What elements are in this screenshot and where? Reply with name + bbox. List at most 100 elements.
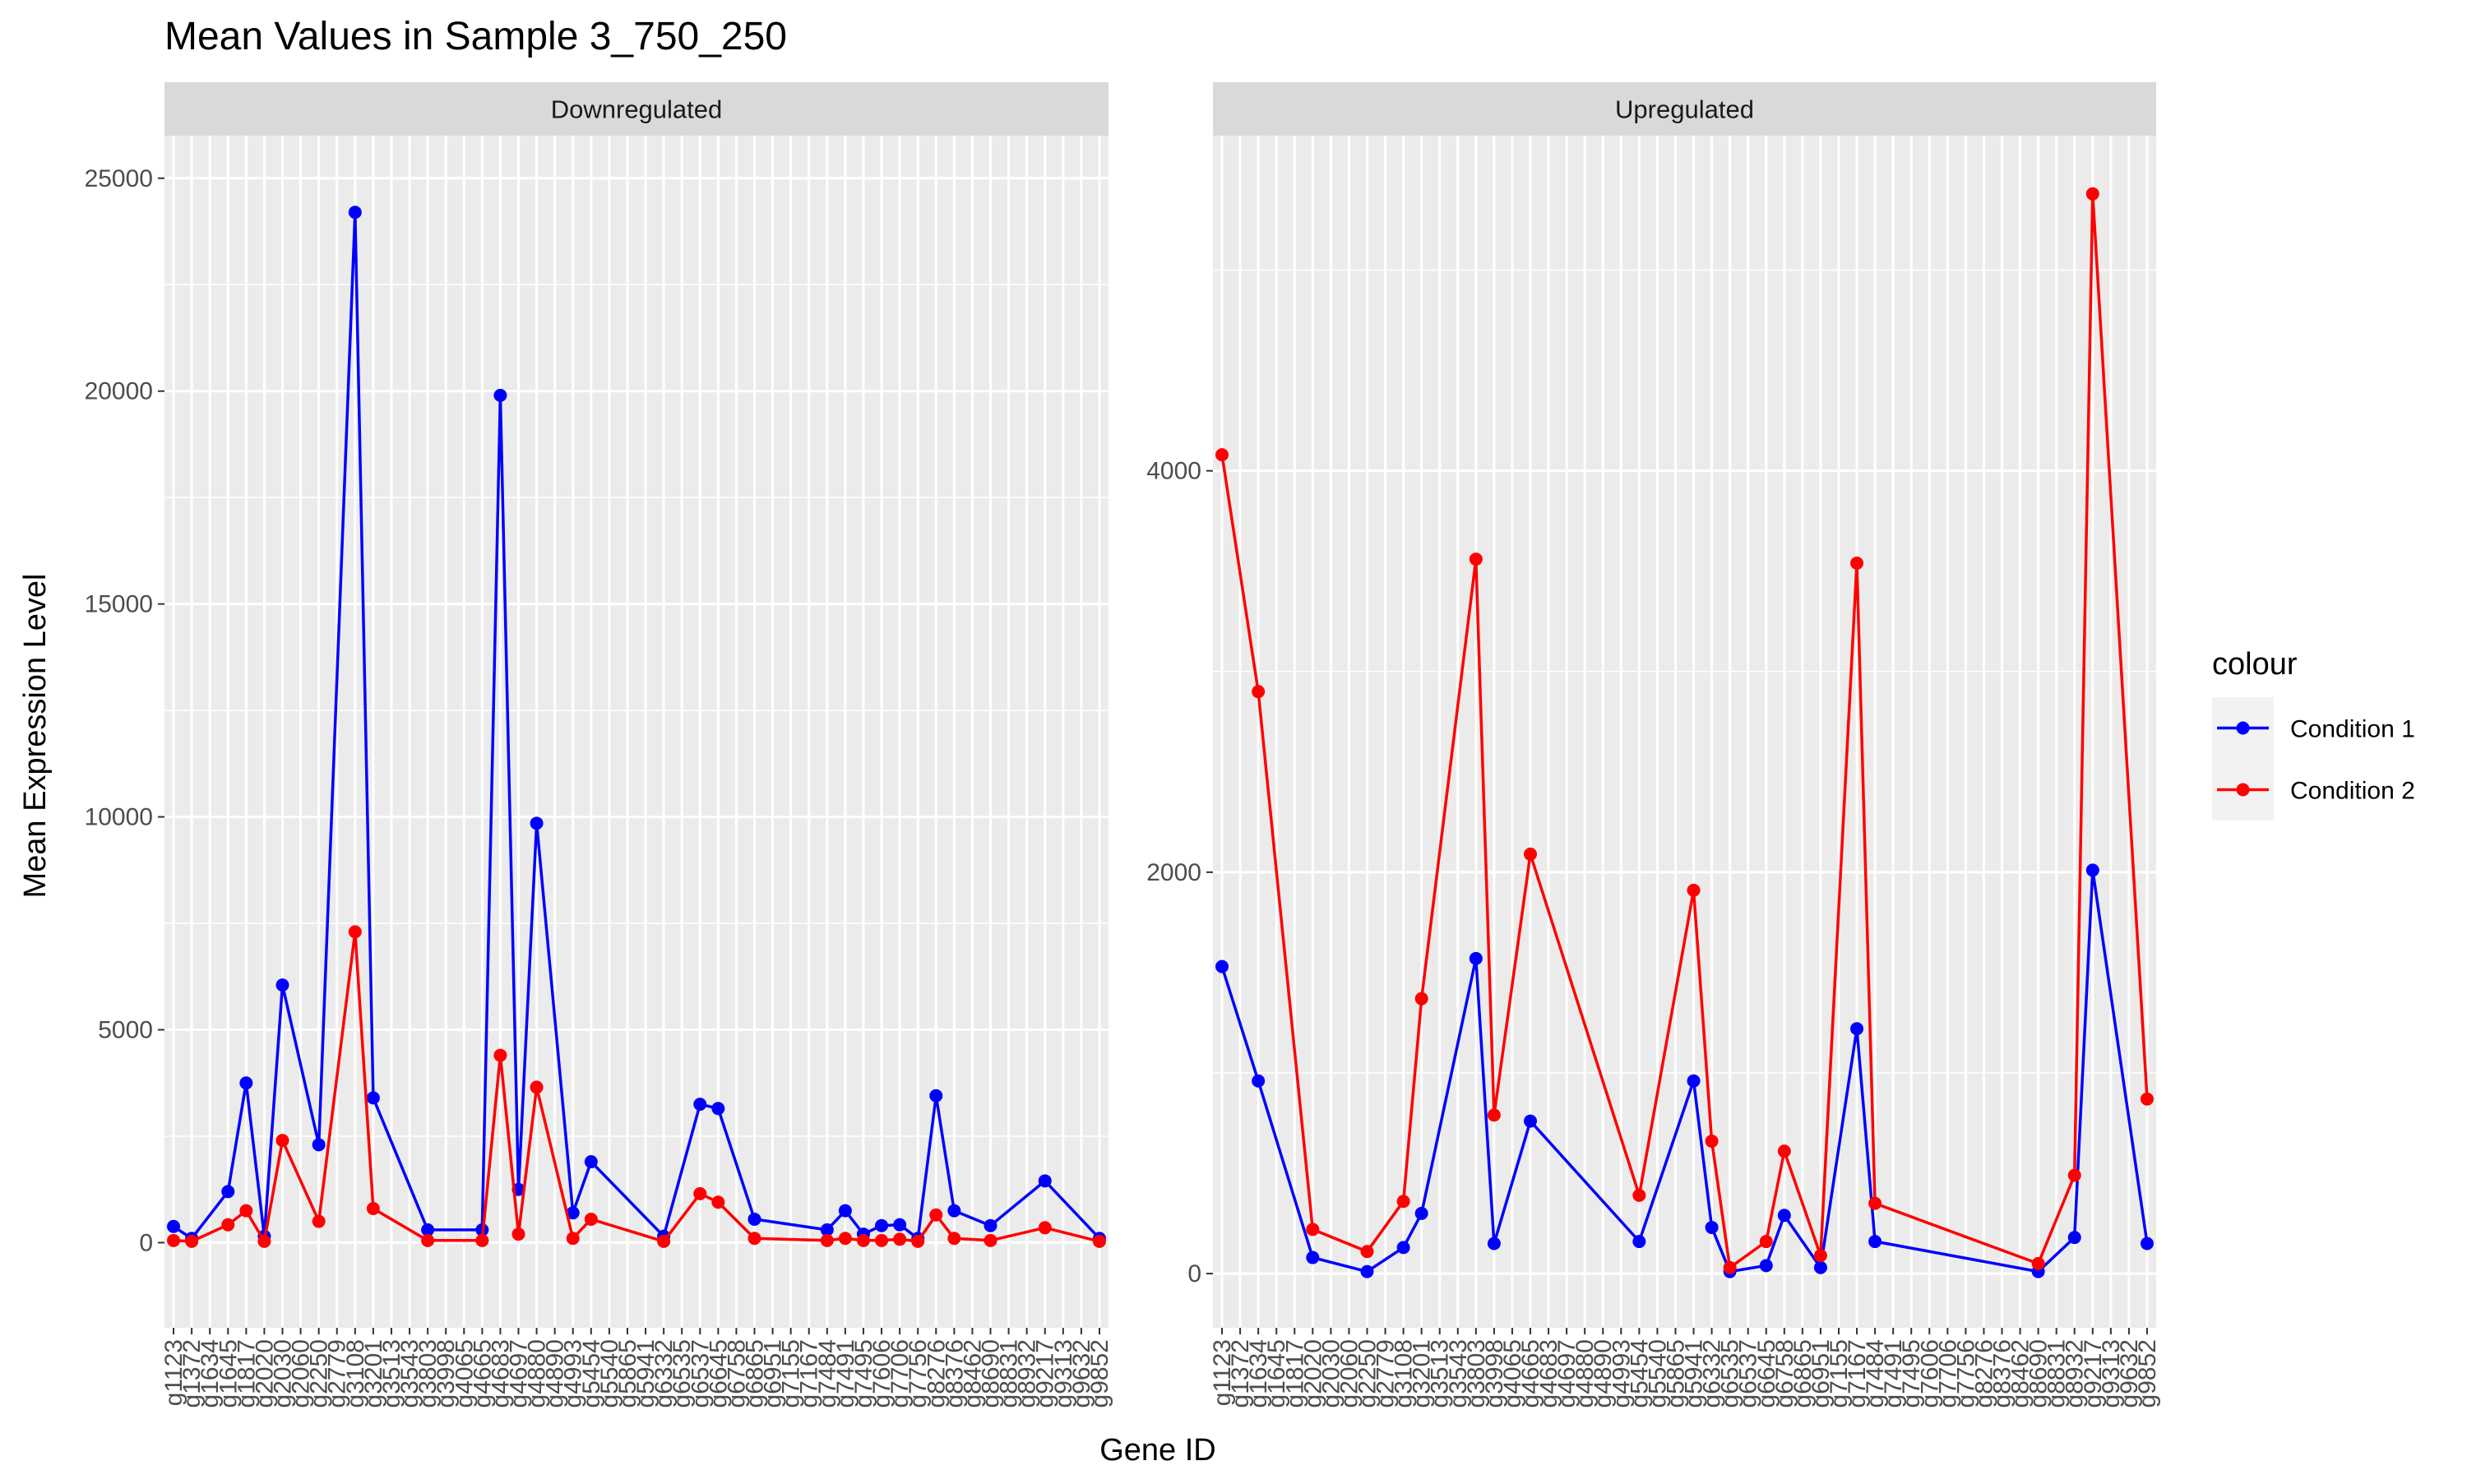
x-tick-label: g8831 xyxy=(996,1339,1023,1408)
data-point xyxy=(1524,1114,1538,1128)
x-axis-title: Gene ID xyxy=(1099,1433,1216,1468)
legend-title: colour xyxy=(2212,647,2298,682)
x-tick-label: g4993 xyxy=(1608,1339,1635,1408)
y-tick-label: 4000 xyxy=(1146,458,1201,485)
series-condition-2 xyxy=(1215,187,2154,1274)
data-point xyxy=(1360,1264,1374,1278)
x-tick-label: g6865 xyxy=(742,1339,769,1408)
data-point xyxy=(1469,552,1483,566)
x-tick-label: g4065 xyxy=(451,1339,478,1408)
x-tick-label: g1645 xyxy=(1263,1339,1290,1408)
data-point xyxy=(693,1186,707,1200)
data-point xyxy=(239,1076,253,1090)
x-tick-label: g8462 xyxy=(2007,1339,2034,1408)
data-point xyxy=(275,1134,289,1148)
x-tick-label: g2060 xyxy=(288,1339,315,1408)
x-tick-label: g6758 xyxy=(723,1339,750,1408)
x-tick-label: g8932 xyxy=(2062,1339,2089,1408)
x-tick-label: g3998 xyxy=(433,1339,460,1408)
data-point xyxy=(2140,1237,2154,1251)
legend-item: Condition 2 xyxy=(2212,759,2415,821)
data-point xyxy=(1252,685,1266,699)
data-point xyxy=(1868,1235,1882,1249)
y-tick-label: 5000 xyxy=(98,1017,153,1044)
data-point xyxy=(929,1208,943,1222)
x-tick-label: g7606 xyxy=(1916,1339,1943,1408)
x-tick-label: g3543 xyxy=(1445,1339,1472,1408)
data-point xyxy=(421,1223,435,1237)
chart-title: Mean Values in Sample 3_750_250 xyxy=(164,15,787,58)
data-point xyxy=(1215,959,1229,973)
x-tick-label: g4890 xyxy=(1590,1339,1617,1408)
data-point xyxy=(947,1232,961,1246)
data-point xyxy=(1215,448,1229,462)
series-condition-2 xyxy=(167,925,1106,1248)
x-tick-label: g9217 xyxy=(2080,1339,2107,1408)
data-point xyxy=(657,1234,671,1248)
data-point xyxy=(1487,1237,1501,1251)
x-tick-label: g2250 xyxy=(306,1339,333,1408)
x-tick-label: g1634 xyxy=(197,1339,224,1408)
x-tick-label: g1372 xyxy=(1227,1339,1254,1408)
data-point xyxy=(2085,187,2099,201)
x-tick-label: g7491 xyxy=(832,1339,859,1408)
data-point xyxy=(584,1155,598,1169)
x-tick-label: g8831 xyxy=(2043,1339,2071,1408)
legend: Condition 1 Condition 2 xyxy=(2212,697,2415,821)
x-tick-label: g8932 xyxy=(1014,1339,1041,1408)
x-tick-label: g6951 xyxy=(1807,1339,1835,1408)
series-line xyxy=(1220,868,2149,1274)
data-point xyxy=(493,1048,507,1062)
data-point xyxy=(820,1223,834,1237)
y-axis-title: Mean Expression Level xyxy=(18,574,53,899)
y-tick-label: 20000 xyxy=(85,378,153,405)
data-point xyxy=(2031,1256,2045,1270)
data-point xyxy=(1632,1235,1646,1249)
facet-strip xyxy=(1213,82,2156,136)
data-point xyxy=(711,1102,725,1116)
data-point xyxy=(893,1232,907,1246)
data-point xyxy=(239,1204,253,1218)
x-tick-label: g7495 xyxy=(1898,1339,1925,1408)
x-tick-label: g6537 xyxy=(1735,1339,1762,1408)
data-point xyxy=(893,1218,907,1232)
x-tick-label: g7484 xyxy=(814,1339,841,1408)
data-point xyxy=(820,1233,834,1247)
data-point xyxy=(2085,863,2099,877)
data-point xyxy=(493,388,507,402)
x-tick-label: g3998 xyxy=(1481,1339,1508,1408)
x-tick-label: g5865 xyxy=(614,1339,641,1408)
x-tick-label: g9217 xyxy=(1032,1339,1059,1408)
x-tick-label: g3543 xyxy=(396,1339,424,1408)
x-tick-label: g5540 xyxy=(596,1339,623,1408)
facet-strip-label: Upregulated xyxy=(1615,95,1754,124)
data-point xyxy=(366,1202,380,1215)
data-point xyxy=(167,1219,181,1233)
x-tick-label: g9852 xyxy=(1086,1339,1113,1408)
x-tick-label: g6645 xyxy=(1753,1339,1780,1408)
data-point xyxy=(312,1138,326,1152)
data-point xyxy=(1850,556,1864,570)
data-point xyxy=(275,978,289,992)
panel-downregulated: Downregulated 0 5000 10000 15000 20000 25000 g1… xyxy=(85,82,1113,1408)
data-point xyxy=(530,816,544,830)
y-tick-label: 25000 xyxy=(85,165,153,192)
x-tick-label: g1817 xyxy=(1281,1339,1308,1408)
x-tick-label: g7756 xyxy=(905,1339,932,1408)
legend-item: Condition 1 xyxy=(2212,697,2415,759)
data-point xyxy=(1687,1074,1701,1088)
x-tick-label: g4683 xyxy=(1535,1339,1562,1408)
panel-background xyxy=(1213,136,2156,1328)
x-tick-label: g9313 xyxy=(2098,1339,2125,1408)
x-tick-label: g5865 xyxy=(1662,1339,1689,1408)
x-tick-label: g8276 xyxy=(1970,1339,1997,1408)
data-point xyxy=(1868,1196,1882,1210)
data-point xyxy=(1632,1188,1646,1202)
x-tick-label: g6332 xyxy=(1699,1339,1726,1408)
x-tick-label: g6537 xyxy=(687,1339,714,1408)
panel-upregulated: Upregulated 0 2000 4000 g1123g1372g1634g1645… xyxy=(1146,82,2161,1408)
data-point xyxy=(856,1233,870,1247)
x-tick-label: g8376 xyxy=(1989,1339,2016,1408)
data-point xyxy=(348,206,362,220)
